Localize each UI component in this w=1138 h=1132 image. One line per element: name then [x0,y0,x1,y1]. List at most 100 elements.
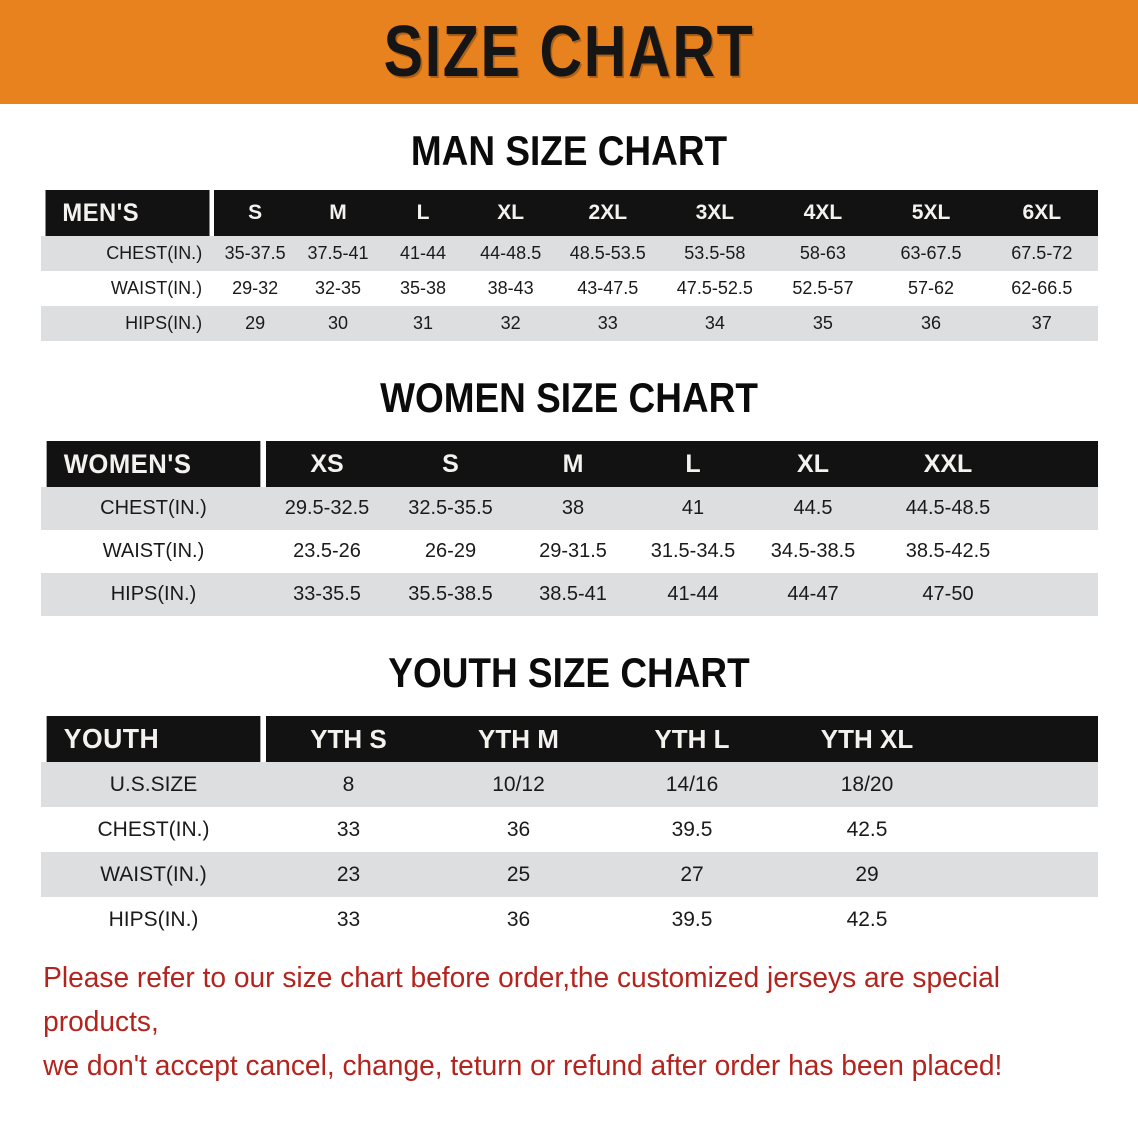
men-chest-l: 41-44 [380,236,467,271]
men-col-5xl: 5XL [876,190,986,236]
spacer-youth [0,694,1138,716]
page-banner: SIZE CHART [0,0,1138,104]
men-chest-4xl: 58-63 [769,236,877,271]
youth-waist-m: 25 [431,852,606,897]
disclaimer-note: Please refer to our size chart before or… [14,956,1091,1088]
women-waist-l: 31.5-34.5 [633,530,753,573]
youth-row-label-hips: HIPS(IN.) [41,897,266,942]
youth-col-spacer [956,716,1098,762]
men-section-title: MAN SIZE CHART [410,127,728,174]
youth-waist-l: 27 [606,852,778,897]
men-hips-3xl: 34 [660,306,770,341]
women-row-label-chest: CHEST(IN.) [41,487,266,530]
men-size-table: MEN'S S M L XL 2XL 3XL 4XL 5XL 6XL CHEST [41,190,1098,341]
men-chest-3xl: 53.5-58 [660,236,770,271]
women-waist-m: 29-31.5 [513,530,633,573]
size-chart-page: SIZE CHART MAN SIZE CHART MEN'S S M L [0,0,1138,1088]
youth-col-s: YTH S [266,716,431,762]
men-waist-6xl: 62-66.5 [985,271,1098,306]
men-waist-2xl: 43-47.5 [555,271,661,306]
women-hips-xs: 33-35.5 [266,573,388,616]
youth-hips-s: 33 [266,897,431,942]
disclaimer-line-2: we don't accept cancel, change, teturn o… [43,1050,1003,1082]
table-row: HIPS(IN.) 29 30 31 32 33 34 35 36 37 [41,306,1098,341]
men-waist-5xl: 57-62 [876,271,986,306]
women-waist-xs: 23.5-26 [266,530,388,573]
youth-chest-s: 33 [266,807,431,852]
women-col-spacer [1023,441,1098,487]
men-row-label-waist: WAIST(IN.) [41,271,215,306]
men-chest-xl: 44-48.5 [466,236,556,271]
youth-waist-s: 23 [266,852,431,897]
spacer-women [0,419,1138,441]
table-row: CHEST(IN.) 35-37.5 37.5-41 41-44 44-48.5… [41,236,1098,271]
women-col-m: M [513,441,633,487]
women-waist-xl: 34.5-38.5 [753,530,873,573]
women-chest-xs: 29.5-32.5 [266,487,388,530]
youth-row-label-ussize: U.S.SIZE [41,762,266,807]
table-row: WAIST(IN.) 23.5-26 26-29 29-31.5 31.5-34… [41,530,1098,573]
women-hips-xl: 44-47 [753,573,873,616]
men-chest-2xl: 48.5-53.5 [555,236,661,271]
youth-col-l: YTH L [606,716,778,762]
men-col-2xl: 2XL [555,190,661,236]
youth-col-m: YTH M [431,716,606,762]
youth-row-label-chest: CHEST(IN.) [41,807,266,852]
youth-ussize-spacer [956,762,1098,807]
women-chest-s: 32.5-35.5 [388,487,513,530]
women-col-xl: XL [753,441,873,487]
youth-header-row: YOUTH YTH S YTH M YTH L YTH XL [41,716,1098,762]
youth-chest-spacer [956,807,1098,852]
men-hips-l: 31 [380,306,467,341]
table-row: CHEST(IN.) 33 36 39.5 42.5 [41,807,1098,852]
women-waist-spacer [1023,530,1098,573]
youth-hips-spacer [956,897,1098,942]
women-row-label-hips: HIPS(IN.) [41,573,266,616]
youth-waist-spacer [956,852,1098,897]
men-row-label-chest: CHEST(IN.) [41,236,215,271]
women-chest-xl: 44.5 [753,487,873,530]
women-waist-xxl: 38.5-42.5 [873,530,1023,573]
women-section-title: WOMEN SIZE CHART [380,374,758,421]
men-hips-xl: 32 [466,306,556,341]
youth-hips-xl: 42.5 [778,897,956,942]
disclaimer-line-1: Please refer to our size chart before or… [43,962,1000,1038]
men-chest-6xl: 67.5-72 [985,236,1098,271]
table-row: CHEST(IN.) 29.5-32.5 32.5-35.5 38 41 44.… [41,487,1098,530]
spacer-men-women [0,341,1138,377]
men-hips-4xl: 35 [769,306,877,341]
men-col-6xl: 6XL [985,190,1098,236]
men-col-m: M [296,190,381,236]
table-row: HIPS(IN.) 33-35.5 35.5-38.5 38.5-41 41-4… [41,573,1098,616]
youth-chest-xl: 42.5 [778,807,956,852]
page-title: SIZE CHART [383,12,755,92]
table-row: HIPS(IN.) 33 36 39.5 42.5 [41,897,1098,942]
women-hips-spacer [1023,573,1098,616]
women-hips-m: 38.5-41 [513,573,633,616]
men-hips-6xl: 37 [985,306,1098,341]
men-chest-5xl: 63-67.5 [876,236,986,271]
youth-waist-xl: 29 [778,852,956,897]
table-row: U.S.SIZE 8 10/12 14/16 18/20 [41,762,1098,807]
men-waist-m: 32-35 [296,271,381,306]
women-chest-spacer [1023,487,1098,530]
men-table-wrap: MEN'S S M L XL 2XL 3XL 4XL 5XL 6XL CHEST [41,190,1098,341]
youth-section: YOUTH SIZE CHART YOUTH YTH S YTH M YTH L… [0,652,1138,942]
men-col-3xl: 3XL [660,190,770,236]
men-hips-2xl: 33 [555,306,661,341]
women-col-l: L [633,441,753,487]
youth-ussize-m: 10/12 [431,762,606,807]
spacer-men [0,172,1138,190]
women-col-xs: XS [266,441,388,487]
women-hips-xxl: 47-50 [873,573,1023,616]
women-hips-s: 35.5-38.5 [388,573,513,616]
youth-col-xl: YTH XL [778,716,956,762]
youth-ussize-s: 8 [266,762,431,807]
women-col-xxl: XXL [873,441,1023,487]
men-hips-5xl: 36 [876,306,986,341]
men-section: MAN SIZE CHART MEN'S S M L XL 2XL [0,130,1138,341]
youth-chest-l: 39.5 [606,807,778,852]
men-chest-s: 35-37.5 [214,236,297,271]
youth-table-wrap: YOUTH YTH S YTH M YTH L YTH XL U.S.SIZE … [41,716,1098,942]
women-row-head: WOMEN'S [46,441,261,487]
